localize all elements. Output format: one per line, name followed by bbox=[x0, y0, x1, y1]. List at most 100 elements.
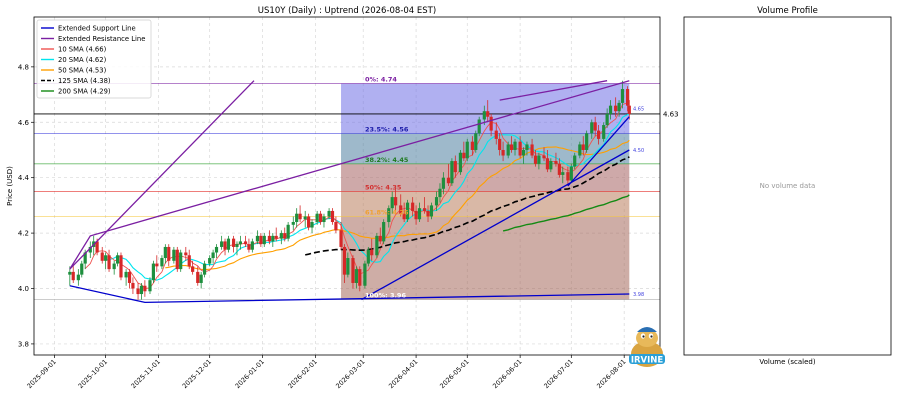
candle-body bbox=[262, 235, 266, 245]
candle-body bbox=[127, 271, 132, 283]
candle-body bbox=[581, 144, 585, 150]
candle-body bbox=[545, 158, 550, 170]
candle-body bbox=[429, 205, 434, 217]
candle-body bbox=[160, 258, 164, 267]
candle-body bbox=[506, 144, 510, 156]
x-tick-label: 2026-06-01 bbox=[491, 358, 523, 390]
x-tick-label: 2026-03-01 bbox=[334, 358, 366, 390]
candle-body bbox=[354, 269, 358, 283]
candle-body bbox=[417, 208, 422, 220]
candle-body bbox=[339, 230, 343, 247]
candle-body bbox=[498, 138, 502, 150]
candle-body bbox=[608, 105, 613, 114]
candle-body bbox=[593, 122, 597, 131]
candle-body bbox=[131, 282, 135, 289]
x-tick-label: 2026-07-01 bbox=[542, 358, 574, 390]
candle-body bbox=[573, 155, 577, 167]
y-axis-label: Price (USD) bbox=[6, 166, 14, 206]
x-tick-label: 2025-09-01 bbox=[26, 358, 58, 390]
candle-body bbox=[274, 235, 278, 239]
candle-body bbox=[95, 241, 99, 253]
candle-body bbox=[226, 238, 231, 250]
candle-body bbox=[542, 155, 546, 159]
candle-body bbox=[255, 235, 260, 242]
svg-text:IRVINE: IRVINE bbox=[631, 356, 664, 366]
support-line bbox=[361, 149, 630, 301]
candles bbox=[68, 80, 631, 300]
plot-area: 0%: 4.74 23.5%: 4.56 38.2%: 4.45 50%: 4.35 6… bbox=[34, 75, 660, 304]
x-tick-label: 2025-11-01 bbox=[130, 358, 162, 390]
fib-level-label: 100%: 3.96 bbox=[365, 292, 406, 300]
candle-body bbox=[402, 213, 406, 220]
candle-body bbox=[465, 141, 469, 159]
candle-body bbox=[578, 144, 582, 156]
candle-body bbox=[438, 188, 442, 198]
candle-body bbox=[366, 249, 370, 264]
candle-body bbox=[557, 163, 561, 175]
candle-body bbox=[155, 263, 159, 267]
candle-body bbox=[477, 119, 481, 134]
candle-body bbox=[279, 233, 283, 239]
candle-body bbox=[554, 161, 558, 164]
x-tick-label: 2025-12-01 bbox=[181, 358, 213, 390]
candle-body bbox=[172, 249, 176, 261]
candle-body bbox=[518, 141, 522, 156]
level-tag: 4.50 bbox=[633, 148, 644, 154]
candle-body bbox=[605, 113, 609, 126]
candle-body bbox=[394, 197, 398, 206]
candle-body bbox=[151, 263, 156, 281]
candle-body bbox=[139, 285, 144, 295]
candle-body bbox=[267, 235, 271, 242]
candle-body bbox=[521, 149, 526, 156]
candle-body bbox=[303, 216, 307, 220]
support-line bbox=[69, 285, 630, 304]
candle-body bbox=[259, 235, 263, 245]
legend-box bbox=[36, 19, 152, 99]
candle-body bbox=[231, 238, 236, 247]
candle-body bbox=[295, 213, 299, 223]
candle-body bbox=[83, 252, 87, 264]
candle-body bbox=[453, 161, 457, 173]
last-price-label: 4.63 bbox=[663, 110, 679, 118]
candle-body bbox=[585, 133, 589, 150]
candle-body bbox=[283, 233, 287, 239]
candle-body bbox=[334, 222, 338, 231]
candle-body bbox=[351, 258, 355, 283]
candle-body bbox=[510, 144, 514, 150]
y-tick-label: 4.2 bbox=[18, 230, 29, 238]
candle-body bbox=[88, 246, 92, 253]
candle-body bbox=[104, 255, 108, 261]
candle-body bbox=[434, 197, 439, 206]
candle-body bbox=[196, 271, 200, 283]
candle-body bbox=[68, 271, 72, 275]
candle-body bbox=[423, 208, 427, 211]
candle-body bbox=[627, 105, 631, 114]
candle-body bbox=[115, 255, 120, 264]
candle-body bbox=[566, 172, 570, 181]
fib-level-label: 0%: 4.74 bbox=[365, 75, 397, 83]
candle-body bbox=[537, 155, 541, 164]
candle-body bbox=[525, 144, 529, 150]
candle-body bbox=[143, 285, 147, 292]
candle-body bbox=[286, 224, 290, 239]
x-tick-label: 2026-04-01 bbox=[387, 358, 419, 390]
fib-band bbox=[341, 163, 630, 192]
candle-body bbox=[71, 271, 75, 281]
candle-body bbox=[458, 152, 463, 173]
candle-body bbox=[390, 197, 394, 209]
candle-body bbox=[486, 111, 490, 117]
candle-body bbox=[411, 202, 415, 211]
candle-body bbox=[399, 205, 403, 214]
legend-label: 20 SMA (4.62) bbox=[58, 56, 107, 64]
candle-body bbox=[370, 249, 374, 256]
candle-body bbox=[330, 210, 335, 223]
legend: Extended Support Line Extended Resistance… bbox=[36, 19, 152, 99]
sma-50-line bbox=[165, 139, 630, 271]
candle-body bbox=[250, 241, 254, 250]
candle-body bbox=[482, 111, 486, 120]
resistance-line bbox=[69, 80, 255, 270]
candle-body bbox=[214, 246, 219, 253]
resistance-line bbox=[499, 80, 608, 101]
candle-body bbox=[489, 116, 493, 131]
candle-body bbox=[602, 125, 606, 139]
